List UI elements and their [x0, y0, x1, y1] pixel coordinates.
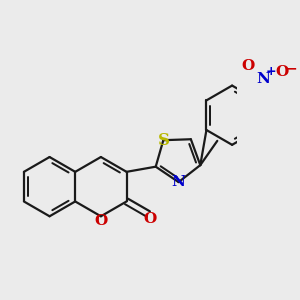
Text: N: N [256, 72, 270, 86]
Text: O: O [276, 65, 289, 79]
Text: +: + [266, 65, 277, 78]
Text: O: O [242, 59, 255, 73]
Text: S: S [158, 132, 170, 149]
Text: N: N [172, 175, 185, 189]
Text: −: − [286, 61, 298, 75]
Text: O: O [94, 214, 107, 228]
Text: O: O [143, 212, 157, 226]
